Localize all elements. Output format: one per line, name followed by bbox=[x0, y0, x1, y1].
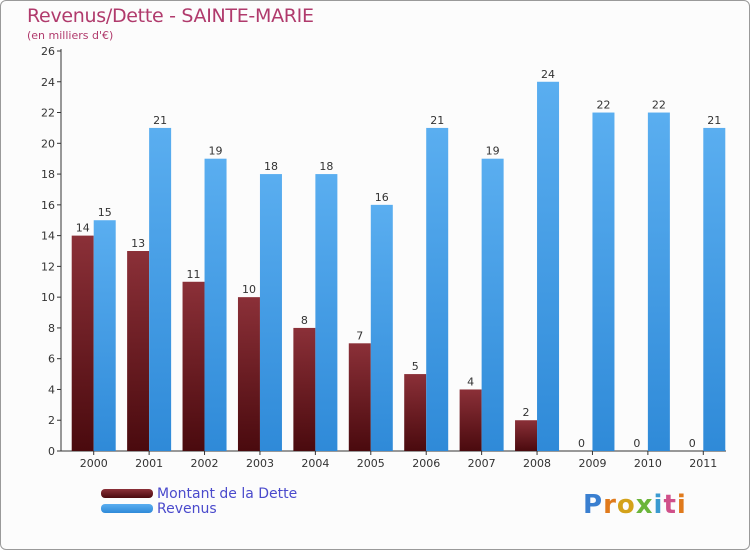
x-axis-ticks: 2000 2001 2002 2003 2004 2005 2006 2007 2008 2009… bbox=[80, 451, 717, 470]
bar-revenus bbox=[703, 127, 726, 451]
bar-dette bbox=[182, 281, 205, 451]
bar-dette bbox=[459, 389, 482, 451]
y-tick-label: 2 bbox=[48, 414, 55, 427]
x-tick-label: 2000 bbox=[80, 457, 108, 470]
x-tick-label: 2009 bbox=[578, 457, 606, 470]
bar-revenus bbox=[426, 127, 449, 451]
bar-revenus bbox=[149, 127, 172, 451]
data-label-revenus: 22 bbox=[652, 99, 666, 112]
data-label-dette: 0 bbox=[578, 437, 585, 450]
y-tick-label: 12 bbox=[41, 260, 55, 273]
data-label-dette: 4 bbox=[467, 375, 474, 388]
x-tick-label: 2003 bbox=[246, 457, 274, 470]
data-label-revenus: 21 bbox=[153, 114, 167, 127]
bar-dette bbox=[404, 374, 427, 451]
y-tick-label: 4 bbox=[48, 383, 55, 396]
data-label-revenus: 18 bbox=[319, 160, 333, 173]
x-tick-label: 2010 bbox=[634, 457, 662, 470]
legend-label-dette: Montant de la Dette bbox=[157, 486, 298, 502]
bar-dette bbox=[71, 235, 94, 451]
chart-subtitle: (en milliers d'€) bbox=[27, 29, 114, 42]
data-label-dette: 7 bbox=[356, 329, 363, 342]
logo-letter: r bbox=[603, 490, 617, 520]
data-label-dette: 10 bbox=[242, 283, 256, 296]
bar-revenus bbox=[259, 174, 282, 452]
data-label-revenus: 19 bbox=[486, 145, 500, 158]
x-tick-label: 2001 bbox=[135, 457, 163, 470]
legend-swatch-dette bbox=[101, 489, 153, 498]
data-label-revenus: 19 bbox=[209, 145, 223, 158]
bar-revenus bbox=[592, 112, 615, 452]
x-tick-label: 2008 bbox=[523, 457, 551, 470]
x-tick-label: 2011 bbox=[689, 457, 717, 470]
bar-revenus bbox=[481, 158, 504, 451]
y-tick-label: 22 bbox=[41, 107, 55, 120]
legend-swatch-revenus bbox=[101, 504, 153, 513]
data-label-revenus: 18 bbox=[264, 160, 278, 173]
y-tick-label: 24 bbox=[41, 76, 55, 89]
y-tick-label: 14 bbox=[41, 230, 55, 243]
logo-letter: t bbox=[663, 490, 677, 520]
bar-revenus bbox=[370, 204, 393, 451]
logo-letter: o bbox=[616, 490, 636, 520]
legend-label-revenus: Revenus bbox=[157, 501, 217, 517]
y-tick-label: 16 bbox=[41, 199, 55, 212]
bar-dette bbox=[237, 297, 260, 451]
bar-dette bbox=[293, 327, 316, 451]
bar-dette bbox=[127, 251, 150, 451]
y-tick-label: 0 bbox=[48, 445, 55, 458]
bar-revenus bbox=[647, 112, 670, 452]
data-label-dette: 13 bbox=[131, 237, 145, 250]
chart-axes bbox=[60, 49, 726, 452]
logo-letter: x bbox=[635, 490, 654, 520]
y-tick-label: 18 bbox=[41, 168, 55, 181]
bar-revenus bbox=[93, 220, 116, 451]
y-tick-label: 26 bbox=[41, 45, 55, 58]
y-tick-label: 6 bbox=[48, 353, 55, 366]
logo-letter: i bbox=[653, 490, 664, 520]
data-label-revenus: 21 bbox=[430, 114, 444, 127]
x-tick-label: 2005 bbox=[357, 457, 385, 470]
data-label-revenus: 22 bbox=[596, 99, 610, 112]
data-labels: 14 15 13 21 11 19 10 18 8 18 7 16 5 21 4 19 2 24 0 22 0 22 0 21 bbox=[76, 68, 722, 450]
data-label-dette: 0 bbox=[633, 437, 640, 450]
chart-title: Revenus/Dette - SAINTE-MARIE bbox=[27, 5, 314, 27]
logo-letter: i bbox=[676, 490, 687, 520]
x-tick-label: 2006 bbox=[412, 457, 440, 470]
y-tick-label: 20 bbox=[41, 137, 55, 150]
bar-dette bbox=[348, 343, 371, 451]
y-tick-label: 10 bbox=[41, 291, 55, 304]
data-label-dette: 11 bbox=[187, 268, 201, 281]
data-label-dette: 2 bbox=[523, 406, 530, 419]
x-tick-label: 2004 bbox=[301, 457, 329, 470]
y-tick-label: 8 bbox=[48, 322, 55, 335]
x-tick-label: 2007 bbox=[468, 457, 496, 470]
bar-dette bbox=[515, 420, 538, 451]
logo-letter: P bbox=[583, 490, 604, 520]
data-label-dette: 8 bbox=[301, 314, 308, 327]
data-label-revenus: 16 bbox=[375, 191, 389, 204]
bar-revenus bbox=[315, 174, 338, 452]
data-label-dette: 5 bbox=[412, 360, 419, 373]
data-label-dette: 14 bbox=[76, 222, 90, 235]
data-label-revenus: 21 bbox=[707, 114, 721, 127]
chart-bars bbox=[71, 81, 726, 452]
bar-revenus bbox=[204, 158, 227, 451]
data-label-revenus: 24 bbox=[541, 68, 555, 81]
data-label-revenus: 15 bbox=[98, 206, 112, 219]
data-label-dette: 0 bbox=[689, 437, 696, 450]
proxiti-logo: Proxiti bbox=[583, 490, 687, 520]
x-tick-label: 2002 bbox=[191, 457, 219, 470]
bar-revenus bbox=[537, 81, 560, 452]
